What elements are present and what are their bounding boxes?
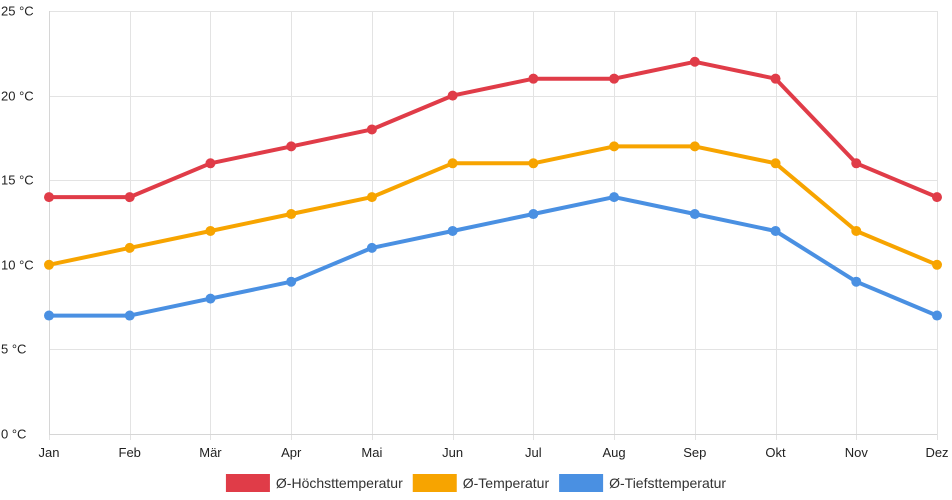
- data-point[interactable]: [770, 225, 781, 236]
- x-tick-label: Feb: [119, 445, 141, 460]
- data-point[interactable]: [447, 225, 458, 236]
- data-point[interactable]: [205, 225, 216, 236]
- data-point[interactable]: [932, 310, 942, 321]
- data-point[interactable]: [205, 293, 216, 304]
- series-1: [44, 56, 942, 203]
- data-point[interactable]: [609, 192, 620, 203]
- x-tick-label: Jun: [442, 445, 463, 460]
- data-point[interactable]: [44, 259, 54, 270]
- y-tick-label: 5 °C: [1, 342, 26, 357]
- x-tick-label: Okt: [765, 445, 786, 460]
- series-2: [44, 141, 942, 270]
- legend-item[interactable]: Ø-Höchsttemperatur: [225, 474, 403, 492]
- data-point[interactable]: [932, 192, 942, 203]
- legend-item[interactable]: Ø-Tiefsttemperatur: [559, 474, 726, 492]
- data-point[interactable]: [124, 192, 135, 203]
- data-point[interactable]: [689, 141, 700, 152]
- legend-label: Ø-Tiefsttemperatur: [609, 475, 726, 491]
- data-point[interactable]: [770, 73, 781, 84]
- data-point[interactable]: [124, 310, 135, 321]
- series-line: [47, 195, 939, 318]
- data-point[interactable]: [932, 259, 942, 270]
- legend-item[interactable]: Ø-Temperatur: [412, 474, 550, 492]
- data-point[interactable]: [609, 73, 620, 84]
- data-point[interactable]: [366, 242, 377, 253]
- data-point[interactable]: [124, 242, 135, 253]
- data-point[interactable]: [528, 73, 539, 84]
- data-point[interactable]: [770, 158, 781, 169]
- x-tick-label: Jul: [525, 445, 542, 460]
- legend: Ø-Höchsttemperatur Ø-Temperatur Ø-Tiefstte…: [225, 474, 726, 492]
- legend-swatch: [412, 474, 457, 492]
- data-point[interactable]: [851, 276, 862, 287]
- x-tick-label: Mai: [361, 445, 382, 460]
- series-3: [44, 192, 942, 321]
- data-point[interactable]: [528, 209, 539, 220]
- data-point[interactable]: [609, 141, 620, 152]
- grid: [49, 11, 938, 440]
- data-point[interactable]: [851, 158, 862, 169]
- series-line: [47, 59, 939, 200]
- data-point[interactable]: [447, 158, 458, 169]
- data-point[interactable]: [44, 192, 54, 203]
- data-point[interactable]: [689, 56, 700, 67]
- legend-swatch: [559, 474, 604, 492]
- series-line: [47, 144, 939, 267]
- axes: 0 °C 5 °C 10 °C 15 °C 20 °C 25 °C Jan Feb Mär Apr…: [1, 4, 949, 461]
- x-tick-label: Jan: [39, 445, 60, 460]
- x-tick-label: Aug: [603, 445, 626, 460]
- x-tick-label: Apr: [281, 445, 302, 460]
- y-tick-label: 10 °C: [1, 258, 34, 273]
- data-point[interactable]: [366, 124, 377, 135]
- y-tick-label: 15 °C: [1, 173, 34, 188]
- series: [44, 56, 942, 321]
- data-point[interactable]: [286, 141, 297, 152]
- data-point[interactable]: [44, 310, 54, 321]
- legend-label: Ø-Temperatur: [463, 475, 550, 491]
- x-tick-label: Mär: [199, 445, 222, 460]
- data-point[interactable]: [286, 276, 297, 287]
- legend-swatch: [225, 474, 270, 492]
- x-tick-label: Sep: [683, 445, 706, 460]
- data-point[interactable]: [286, 209, 297, 220]
- data-point[interactable]: [447, 90, 458, 101]
- x-tick-label: Dez: [925, 445, 948, 460]
- data-point[interactable]: [205, 158, 216, 169]
- data-point[interactable]: [689, 209, 700, 220]
- y-tick-label: 0 °C: [1, 427, 26, 442]
- data-point[interactable]: [366, 192, 377, 203]
- data-point[interactable]: [851, 225, 862, 236]
- y-tick-label: 25 °C: [1, 4, 34, 19]
- x-tick-label: Nov: [845, 445, 869, 460]
- y-tick-label: 20 °C: [1, 89, 34, 104]
- legend-label: Ø-Höchsttemperatur: [276, 475, 403, 491]
- data-point[interactable]: [528, 158, 539, 169]
